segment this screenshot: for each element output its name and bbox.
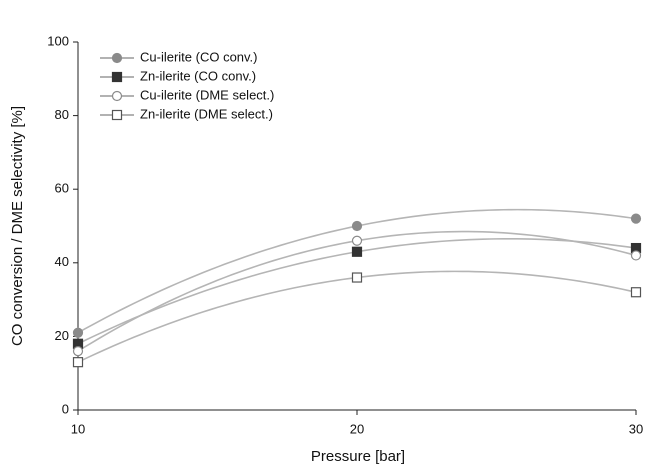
x-tick-label: 20 bbox=[350, 421, 364, 436]
legend-label: Cu-ilerite (DME select.) bbox=[140, 87, 274, 102]
x-axis-label: Pressure [bar] bbox=[311, 448, 405, 465]
x-tick-label: 30 bbox=[629, 421, 643, 436]
marker bbox=[351, 246, 363, 257]
legend-label: Cu-ilerite (CO conv.) bbox=[140, 49, 258, 64]
marker bbox=[72, 327, 84, 338]
legend-marker bbox=[111, 90, 123, 102]
legend-label: Zn-ilerite (DME select.) bbox=[140, 106, 273, 121]
marker bbox=[72, 346, 84, 357]
legend-label: Zn-ilerite (CO conv.) bbox=[140, 68, 256, 83]
marker bbox=[630, 213, 642, 224]
y-tick-label: 100 bbox=[47, 33, 69, 48]
y-tick-label: 60 bbox=[55, 181, 69, 196]
y-tick-label: 80 bbox=[55, 107, 69, 122]
marker bbox=[630, 287, 642, 298]
legend-marker bbox=[111, 52, 123, 64]
y-tick-label: 40 bbox=[55, 254, 69, 269]
marker bbox=[630, 250, 642, 261]
x-tick-label: 10 bbox=[71, 421, 85, 436]
y-tick-label: 20 bbox=[55, 328, 69, 343]
marker bbox=[351, 235, 363, 246]
marker bbox=[351, 220, 363, 232]
y-axis-label: CO conversion / DME selectivity [%] bbox=[9, 106, 26, 346]
series-line bbox=[77, 270, 637, 363]
y-tick-label: 0 bbox=[62, 401, 69, 416]
marker bbox=[72, 357, 84, 368]
marker bbox=[351, 272, 363, 283]
legend-marker bbox=[111, 71, 123, 83]
legend-marker bbox=[111, 109, 123, 121]
